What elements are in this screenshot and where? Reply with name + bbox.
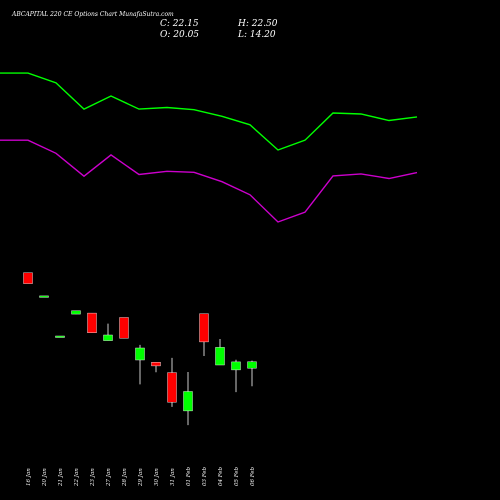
candle-2	[39, 295, 49, 298]
chart-title: ABCAPITAL 220 CE Options Chart MunafaSut…	[11, 11, 174, 18]
x-tick-label: 22 Jan	[74, 468, 80, 487]
x-tick-label: 29 Jan	[138, 468, 144, 487]
candle-body	[55, 335, 65, 338]
candle-7	[119, 317, 129, 339]
candle-11	[183, 372, 193, 426]
low-readout: L: 14.20	[237, 30, 276, 40]
x-tick-label: 30 Jan	[154, 468, 160, 486]
x-tick-label: 01 Feb	[186, 466, 192, 486]
candle-4	[71, 310, 81, 315]
candle-body	[71, 310, 81, 315]
x-tick-label: 27 Jan	[106, 468, 112, 487]
candle-body	[151, 362, 161, 367]
candle-body	[215, 347, 225, 366]
candle-body	[87, 312, 97, 334]
x-tick-label: 21 Jan	[58, 468, 64, 487]
candle-body	[167, 372, 177, 403]
candle-6	[103, 323, 113, 341]
candles	[23, 272, 257, 426]
candle-body	[119, 317, 129, 339]
candle-14	[231, 359, 241, 393]
x-tick-label: 20 Jan	[42, 468, 48, 487]
x-tick-label: 03 Feb	[202, 466, 208, 486]
candle-12	[199, 313, 209, 356]
candle-9	[151, 362, 161, 373]
candle-body	[231, 361, 241, 371]
open-readout: O: 20.05	[160, 30, 199, 40]
upper-band-line	[0, 72, 418, 151]
high-readout: H: 22.50	[237, 19, 278, 29]
candle-body	[199, 313, 209, 343]
x-tick-label: 28 Jan	[122, 468, 128, 487]
x-tick-label: 06 Feb	[250, 466, 256, 486]
x-tick-label: 05 Feb	[234, 466, 240, 486]
x-tick-label: 04 Feb	[218, 466, 224, 486]
x-tick-label: 23 Jan	[90, 468, 96, 487]
candle-13	[215, 339, 225, 366]
x-axis-labels: 16 Jan 20 Jan 21 Jan 22 Jan 23 Jan 27 Jan 28 J…	[26, 466, 256, 487]
candle-body	[247, 361, 257, 369]
candle-15	[247, 360, 257, 387]
x-tick-label: 31 Jan	[170, 468, 176, 486]
lower-band-line	[0, 139, 418, 223]
band-lines	[0, 72, 418, 223]
candle-body	[103, 334, 113, 341]
candle-body	[183, 391, 193, 412]
candle-8	[135, 344, 145, 385]
candle-body	[23, 272, 33, 284]
close-readout: C: 22.15	[160, 19, 199, 29]
candle-3	[55, 335, 65, 338]
candle-body	[39, 295, 49, 298]
candle-10	[167, 357, 177, 407]
candle-5	[87, 312, 97, 334]
candle-1	[23, 272, 33, 284]
candle-body	[135, 347, 145, 361]
x-tick-label: 16 Jan	[26, 468, 32, 486]
